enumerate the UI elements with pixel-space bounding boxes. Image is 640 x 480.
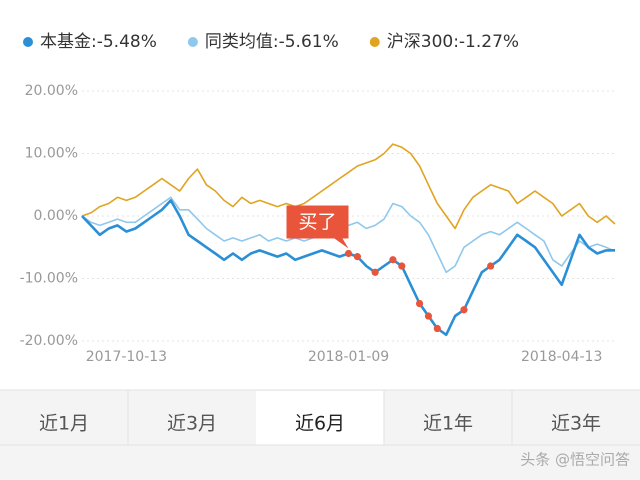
buy-point xyxy=(487,262,495,270)
buy-point xyxy=(433,324,441,333)
x-tick-label: 2018-01-09 xyxy=(308,349,389,365)
y-tick-label: 20.00% xyxy=(25,83,78,99)
x-tick-label: 2017-10-13 xyxy=(86,349,167,365)
legend-label: 沪深300:-1.27% xyxy=(387,32,519,52)
series-line xyxy=(81,143,616,230)
y-tick-label: -10.00% xyxy=(20,271,78,287)
x-tick-label: 2018-04-13 xyxy=(521,349,602,365)
buy-point xyxy=(344,249,353,258)
annotation-box xyxy=(286,205,349,249)
buy-point xyxy=(460,306,468,314)
tab[interactable]: 近1月 xyxy=(39,413,89,435)
tab[interactable]: 近6月 xyxy=(295,413,345,435)
buy-point xyxy=(371,268,379,276)
legend-marker xyxy=(187,37,198,47)
buy-point xyxy=(389,256,397,264)
legend-marker xyxy=(369,37,380,47)
buy-point xyxy=(424,312,433,320)
y-tick-label: -20.00% xyxy=(20,333,78,349)
buy-point xyxy=(353,253,361,261)
tab[interactable]: 近3月 xyxy=(167,413,217,435)
tab[interactable]: 近1年 xyxy=(423,413,473,435)
y-tick-label: 10.00% xyxy=(25,146,78,162)
tab-selected-bg xyxy=(256,391,384,445)
watermark: 头条 @悟空问答 xyxy=(520,451,630,469)
legend-marker xyxy=(23,37,33,47)
buy-point xyxy=(415,299,424,308)
y-tick-label: 0.00% xyxy=(34,208,78,224)
legend-label: 同类均值:-5.61% xyxy=(205,32,339,52)
annotation: 买了 xyxy=(298,211,336,233)
buy-point xyxy=(398,262,406,270)
tab[interactable]: 近3年 xyxy=(551,413,601,435)
legend-label: 本基金:-5.48% xyxy=(40,32,157,52)
